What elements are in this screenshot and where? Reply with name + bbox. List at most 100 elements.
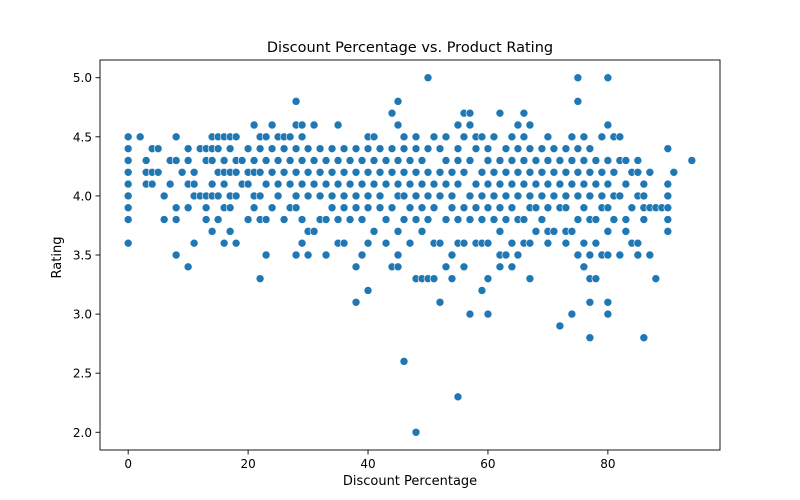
data-point [615,250,625,260]
data-point [123,238,133,248]
data-point [381,215,391,224]
data-point [321,250,331,260]
data-point [405,203,415,213]
data-point [459,203,469,213]
data-point [549,144,559,153]
data-point [441,215,451,224]
data-point [213,215,223,224]
data-point [609,167,619,177]
data-point [423,215,433,224]
data-point [507,156,517,165]
data-point [189,179,199,189]
data-point [477,286,487,295]
data-point [357,179,367,189]
data-point [411,191,421,201]
data-point [621,179,631,189]
data-point [297,215,307,224]
data-point [621,227,631,236]
data-point [453,179,463,189]
data-point [351,297,361,307]
data-point [201,203,211,213]
data-point [663,144,673,153]
data-point [489,167,499,177]
data-point [483,309,493,319]
data-point [399,357,409,366]
data-point [633,250,643,260]
y-tick-label: 5.0 [73,71,92,85]
data-point [393,120,403,130]
data-point [447,274,457,283]
data-point [363,238,373,248]
data-point [471,179,481,189]
data-point [303,167,313,177]
data-point [603,120,613,130]
data-point [459,262,469,272]
data-point [573,167,583,177]
data-point [549,167,559,177]
data-point [483,156,493,165]
data-point [441,132,451,142]
data-point [519,215,529,224]
data-point [579,179,589,189]
data-point [435,191,445,201]
data-point [525,274,535,283]
y-tick-label: 3.5 [73,249,92,263]
data-point [303,144,313,153]
data-point [555,179,565,189]
data-point [387,144,397,153]
data-point [375,191,385,201]
data-point [279,144,289,153]
data-point [489,215,499,224]
y-tick-label: 3.0 [73,308,92,322]
data-point [465,120,475,130]
data-point [621,215,631,224]
data-point [219,179,229,189]
data-point [519,132,529,142]
data-point [423,167,433,177]
data-point [519,108,529,118]
data-point [327,203,337,213]
data-point [351,203,361,213]
data-point [465,156,475,165]
data-point [477,191,487,201]
data-point [261,132,271,142]
data-point [123,144,133,153]
data-point [447,191,457,201]
data-point [273,156,283,165]
data-point [321,179,331,189]
data-point [291,97,301,106]
data-point [309,156,319,165]
data-point [249,203,259,213]
data-point [549,191,559,201]
data-point [495,156,505,165]
data-point [297,179,307,189]
data-point [585,167,595,177]
data-point [567,227,577,236]
data-point [291,250,301,260]
data-point [411,215,421,224]
data-point [663,215,673,224]
data-point [363,144,373,153]
data-point [123,203,133,213]
data-point [501,250,511,260]
data-point [615,191,625,201]
data-point [321,215,331,224]
data-point [207,227,217,236]
data-point [543,238,553,248]
data-point [153,167,163,177]
data-point [123,132,133,142]
data-point [525,238,535,248]
data-point [315,191,325,201]
data-point [585,333,595,343]
data-point [507,132,517,142]
data-point [309,179,319,189]
data-point [687,156,697,165]
data-point [321,156,331,165]
data-point [423,73,433,83]
data-point [411,144,421,153]
data-point [549,227,559,236]
data-point [441,156,451,165]
data-point [561,191,571,201]
data-point [183,262,193,272]
data-point [669,167,679,177]
